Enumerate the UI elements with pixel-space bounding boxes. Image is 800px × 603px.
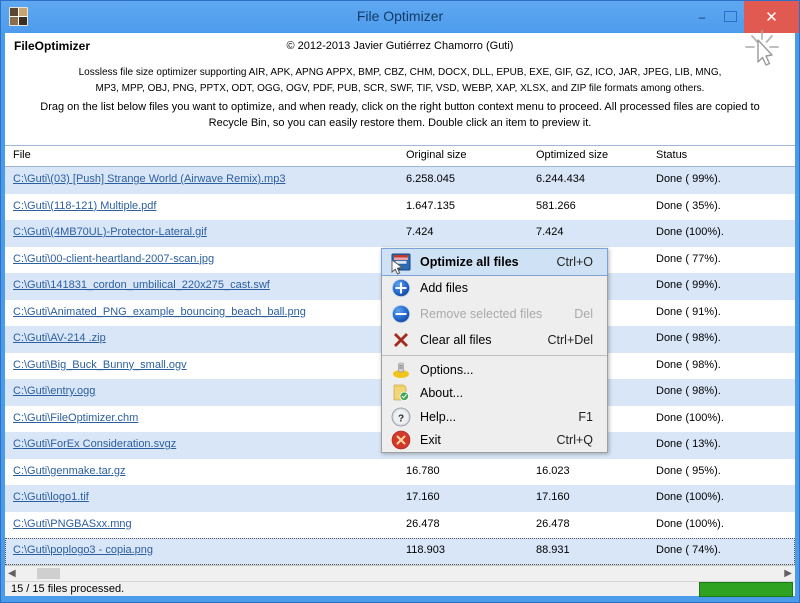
svg-text:?: ? [398, 413, 404, 424]
